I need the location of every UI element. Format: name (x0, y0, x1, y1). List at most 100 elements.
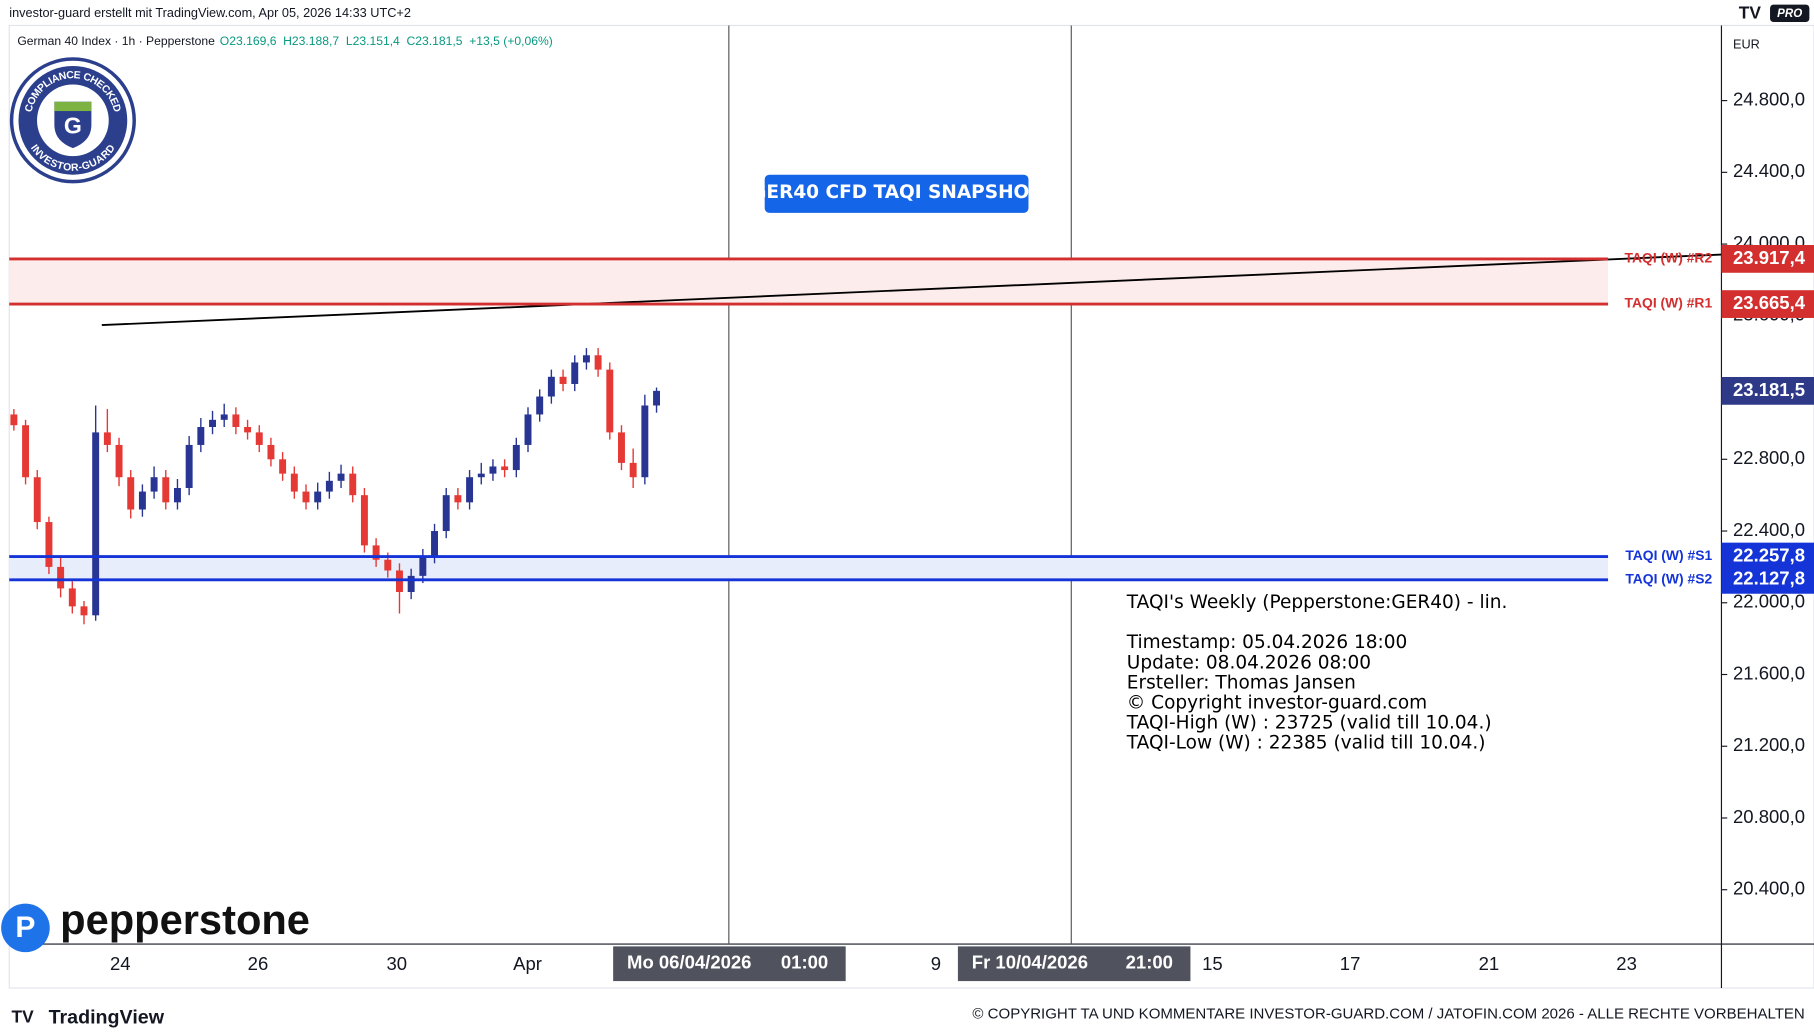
y-tick-label: 24.800,0 (1733, 88, 1805, 109)
candle-body (290, 473, 298, 492)
crosshair-date: Mo 06/04/2026 (627, 952, 751, 973)
candle-body (45, 522, 53, 567)
title-box (764, 174, 1029, 213)
level-price-label: 23.917,4 (1733, 247, 1806, 268)
annotation-heading: TAQI's Weekly (Pepperstone:GER40) - lin. (1126, 592, 1508, 613)
y-tick-label: 22.400,0 (1733, 519, 1805, 540)
candle (22, 419, 30, 485)
ohlc-legend: O23.169,6 H23.188,7 L23.151,4 C23.181,5 … (220, 34, 553, 48)
candle-body (232, 414, 240, 428)
candle (80, 600, 88, 625)
x-tick-label: 17 (1340, 953, 1361, 974)
frame (8, 24, 1814, 989)
candle-body (173, 487, 181, 503)
candle (185, 435, 193, 496)
candle (150, 466, 158, 499)
candle-body (255, 432, 263, 445)
trend-line (101, 253, 1722, 327)
candle (629, 448, 637, 488)
candle (92, 405, 100, 621)
candle (162, 470, 170, 510)
candle (653, 387, 661, 413)
candle-body (314, 491, 322, 503)
candle (290, 466, 298, 499)
level-name: TAQI (W) #R1 (1625, 295, 1713, 311)
candle-body (594, 355, 602, 370)
candle-body (33, 477, 41, 523)
candle-body (547, 376, 555, 397)
candle (103, 409, 111, 453)
candle (372, 538, 380, 567)
candle-body (360, 495, 368, 546)
level-price-label: 22.257,8 (1733, 544, 1805, 565)
candle (302, 484, 310, 510)
candle (197, 418, 205, 453)
tv-logo: TV (1739, 2, 1762, 22)
candle-body (103, 432, 111, 445)
candle (10, 409, 18, 431)
header-credit: investor-guard erstellt mit TradingView.… (9, 5, 411, 20)
y-tick-label: 21.600,0 (1733, 662, 1805, 683)
crosshair-time: 01:00 (781, 952, 828, 973)
candle (279, 452, 287, 481)
candle-body (150, 477, 158, 492)
candle (267, 437, 275, 467)
candle-body (489, 466, 497, 474)
candle (314, 482, 322, 510)
candle (57, 557, 65, 598)
candle (454, 487, 462, 510)
candle (325, 471, 333, 499)
candle-body (536, 396, 544, 415)
footer-brand: TradingView (49, 1006, 165, 1028)
candle (582, 348, 590, 370)
candle-body (57, 566, 65, 589)
symbol: German 40 Index · 1h · Pepperstone (17, 34, 215, 48)
candle (512, 437, 520, 478)
candle (115, 437, 123, 487)
candle-body (384, 559, 392, 571)
currency: EUR (1733, 36, 1760, 51)
candle-body (80, 606, 88, 616)
candle (407, 568, 415, 600)
candle (209, 410, 216, 435)
crosshair-label-box (957, 946, 1191, 982)
candle (419, 548, 427, 584)
candle-body (22, 425, 30, 478)
annotation-line: Timestamp: 05.04.2026 18:00 (1126, 632, 1407, 653)
y-tick-label: 22.800,0 (1733, 447, 1805, 468)
annotation-line: TAQI-Low (W) : 22385 (valid till 10.04.) (1126, 732, 1486, 753)
candle-body (267, 444, 275, 460)
badge-letter: G (64, 112, 82, 138)
candle-body (442, 495, 450, 532)
tv-pro-logo: TV PRO (1739, 2, 1810, 22)
candle (220, 403, 228, 428)
pro-box (1770, 4, 1810, 22)
candle (337, 464, 345, 488)
candle (524, 407, 532, 453)
candle-body (571, 362, 579, 384)
level-price-box (1721, 290, 1814, 318)
annotation-line: TAQI-High (W) : 23725 (valid till 10.04.… (1126, 712, 1492, 733)
level-zone (9, 258, 1609, 305)
annotation: TAQI's Weekly (Pepperstone:GER40) - lin.… (1126, 592, 1508, 754)
level-price-box (1721, 245, 1814, 273)
candle-body (407, 575, 415, 593)
candle (618, 425, 625, 471)
candle-body (419, 556, 427, 576)
footer-copyright: © COPYRIGHT TA UND KOMMENTARE INVESTOR-G… (972, 1006, 1804, 1023)
candle (547, 369, 555, 404)
x-tick-label: 9 (931, 953, 941, 974)
level-name: TAQI (W) #R2 (1625, 250, 1713, 266)
x-tick-label: 30 (387, 953, 408, 974)
candle-body (302, 491, 310, 503)
y-tick-label: 20.800,0 (1733, 806, 1805, 827)
candle-body (279, 459, 287, 474)
y-tick-label: 22.000,0 (1733, 591, 1805, 612)
candle-body (606, 369, 614, 433)
x-tick-label: 15 (1202, 953, 1223, 974)
annotation-line: Ersteller: Thomas Jansen (1127, 672, 1356, 693)
watermark: pepperstone (60, 896, 310, 943)
candle (45, 516, 53, 575)
candle-body (524, 414, 532, 445)
candle (127, 470, 135, 519)
